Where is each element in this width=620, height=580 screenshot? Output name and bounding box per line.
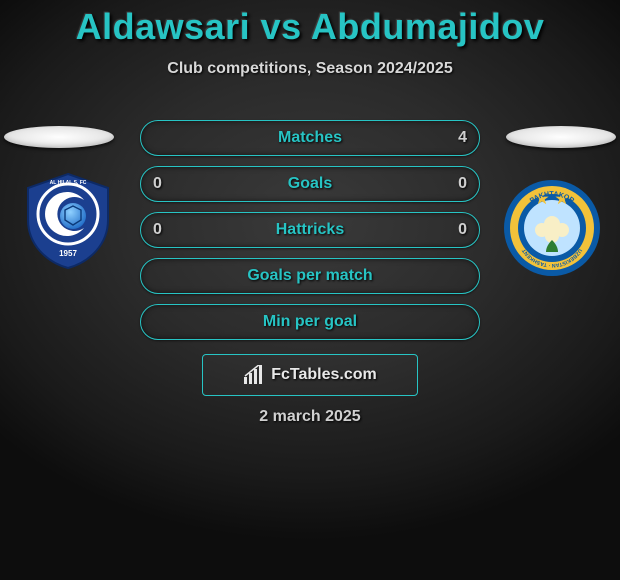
club-crest-right: PAKHTAKOR UZBEKISTAN · TASHKENT — [502, 178, 602, 278]
svg-text:AL HILAL S. FC: AL HILAL S. FC — [50, 180, 87, 186]
stat-right-value: 0 — [458, 221, 467, 239]
stat-right-value: 0 — [458, 175, 467, 193]
club-crest-left: 1957 AL HILAL S. FC — [18, 170, 118, 270]
stat-left-value: 0 — [153, 221, 162, 239]
attribution[interactable]: FcTables.com — [202, 354, 418, 396]
stat-label: Hattricks — [276, 221, 344, 239]
stat-row: Matches 4 — [140, 120, 480, 156]
stat-label: Min per goal — [263, 313, 357, 331]
snapshot-date: 2 march 2025 — [0, 408, 620, 426]
stat-label: Goals per match — [247, 267, 372, 285]
player-left-plate — [4, 126, 114, 148]
stats-table: Matches 4 0 Goals 0 0 Hattricks 0 Goals … — [140, 120, 480, 350]
page-subtitle: Club competitions, Season 2024/2025 — [0, 60, 620, 78]
club-left-year: 1957 — [59, 249, 77, 258]
stat-label: Goals — [288, 175, 332, 193]
attribution-text: FcTables.com — [271, 366, 377, 384]
player-right-plate — [506, 126, 616, 148]
stat-left-value: 0 — [153, 175, 162, 193]
page-title: Aldawsari vs Abdumajidov — [0, 6, 620, 48]
stat-label: Matches — [278, 129, 342, 147]
stat-row: 0 Hattricks 0 — [140, 212, 480, 248]
stat-row: Min per goal — [140, 304, 480, 340]
stat-right-value: 4 — [458, 129, 467, 147]
bar-chart-icon — [243, 365, 265, 385]
stat-row: Goals per match — [140, 258, 480, 294]
comparison-card: Aldawsari vs Abdumajidov Club competitio… — [0, 0, 620, 580]
stat-row: 0 Goals 0 — [140, 166, 480, 202]
